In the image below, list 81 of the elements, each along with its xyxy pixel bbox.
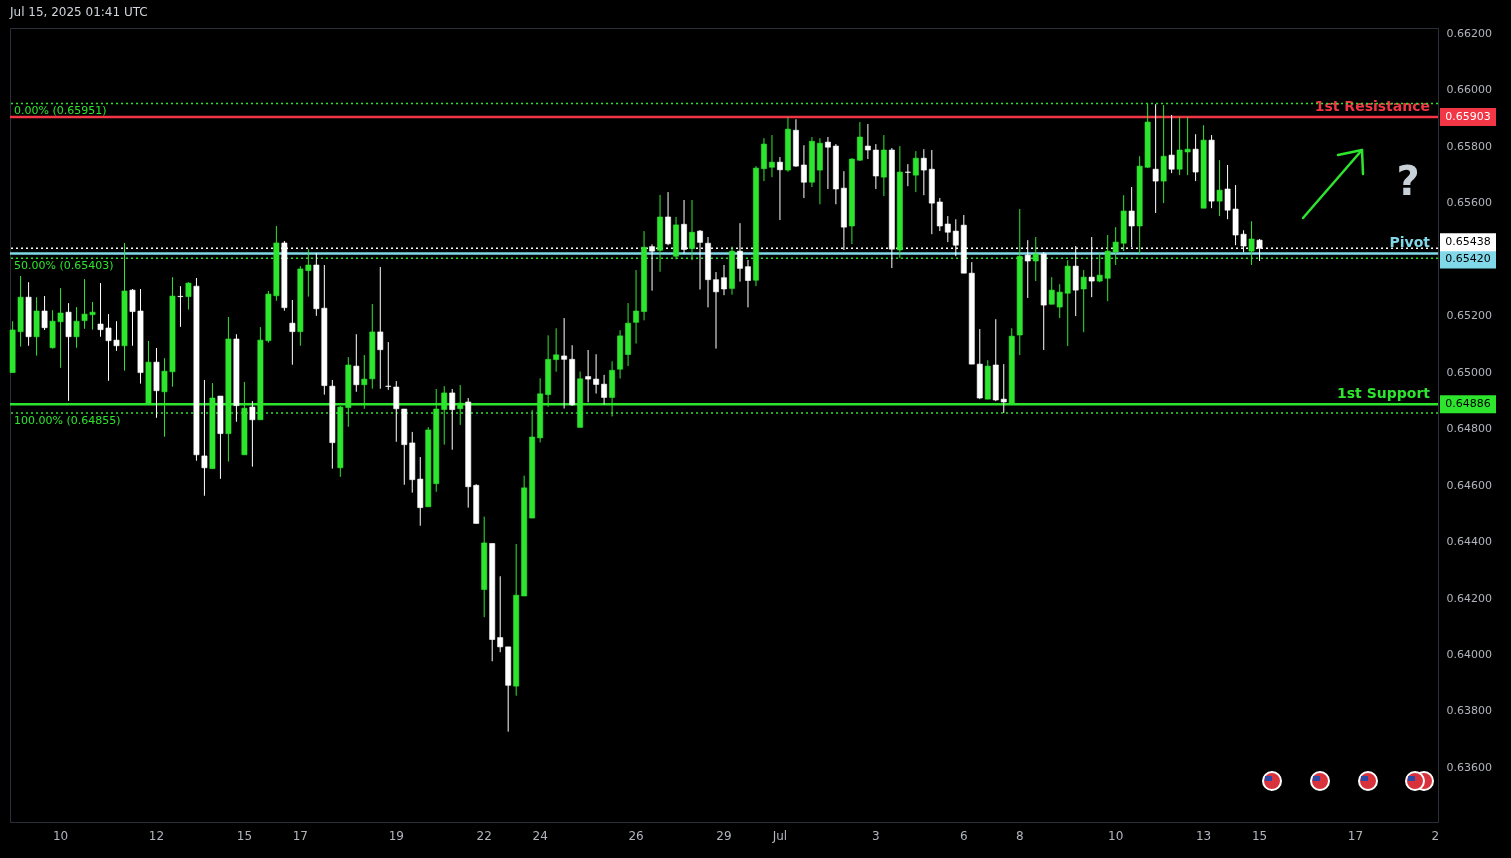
candlestick	[801, 144, 807, 199]
y-tick-label: 0.65200	[1446, 309, 1492, 323]
candlestick	[864, 123, 871, 160]
x-tick-label: 15	[236, 828, 253, 843]
candlestick	[633, 269, 639, 345]
x-tick-label: 24	[532, 828, 548, 843]
y-tick-label: 0.63800	[1446, 704, 1492, 718]
x-tick-label: 2	[1431, 828, 1440, 843]
x-tick-label: 19	[388, 828, 404, 843]
x-tick-label: 12	[148, 828, 165, 843]
y-tick-label: 0.65800	[1446, 139, 1492, 153]
candlestick	[912, 150, 919, 193]
candlestick	[497, 575, 504, 653]
y-tick-label: 0.66000	[1446, 83, 1492, 97]
x-tick-label: Jul	[771, 828, 788, 843]
candlestick	[553, 327, 560, 373]
candlestick	[1256, 238, 1263, 262]
x-tick-label: 8	[1015, 828, 1024, 843]
y-tick-label: 0.64600	[1446, 478, 1492, 492]
candlestick	[353, 333, 360, 393]
candlestick	[249, 400, 256, 468]
ref-line-label: 50.00% (0.65403)	[14, 259, 114, 273]
x-tick-label: 3	[872, 828, 880, 843]
candlestick	[41, 295, 48, 331]
candlestick	[825, 136, 831, 190]
text: 0.65420	[1445, 252, 1491, 266]
x-tick-label: 10	[1108, 828, 1124, 843]
candlestick	[856, 121, 863, 162]
candlestick	[1152, 103, 1159, 214]
ref-line-label: Pivot	[1389, 234, 1431, 251]
annotation: ?	[1396, 158, 1420, 204]
ref-line-label: 1st Resistance	[1314, 97, 1430, 114]
candlestick	[944, 215, 951, 243]
y-tick-label: 0.64400	[1446, 535, 1492, 549]
y-tick-label: 0.65000	[1446, 365, 1492, 379]
candlestick	[721, 264, 727, 296]
candlestick	[745, 259, 751, 308]
x-tick-label: 13	[1195, 828, 1212, 843]
candlestick	[1000, 363, 1007, 414]
y-tick-label: 0.64200	[1446, 591, 1492, 605]
x-tick-label: 15	[1251, 828, 1268, 843]
y-tick-label: 0.65600	[1446, 196, 1492, 210]
x-tick-label: 6	[959, 828, 968, 843]
candlestick	[1192, 133, 1199, 182]
ref-line-label: 100.00% (0.64855)	[14, 414, 121, 427]
ref-line-label: 1st Support	[1337, 385, 1431, 402]
text: 0.65438	[1445, 235, 1491, 249]
ref-line-label: 0.00% (0.65951)	[14, 104, 107, 118]
candlestick	[377, 266, 384, 390]
candlestick	[1168, 114, 1175, 174]
candlestick	[593, 353, 600, 395]
y-tick-label: 0.63600	[1446, 760, 1492, 774]
x-tick-label: 29	[716, 828, 732, 843]
candlestick	[201, 379, 208, 497]
text: 0.65903	[1445, 109, 1491, 123]
x-tick-label: 10	[52, 828, 69, 843]
y-tick-label: 0.66200	[1446, 26, 1492, 40]
text: 0.64886	[1445, 397, 1491, 411]
candlestick	[777, 156, 783, 221]
candlestick	[601, 374, 607, 406]
y-tick-label: 0.64800	[1446, 422, 1492, 436]
candlestick	[1080, 269, 1087, 333]
candlestick	[185, 281, 192, 311]
candlestick	[689, 199, 695, 261]
candlestick	[713, 271, 719, 350]
x-tick-label: 17	[292, 828, 308, 843]
candlestick	[561, 317, 568, 409]
candlestick	[449, 388, 456, 451]
y-tick-label: 0.64000	[1446, 648, 1492, 661]
candlestick	[73, 306, 80, 349]
candlestick	[904, 163, 911, 187]
candlestick	[585, 349, 592, 403]
x-tick-label: 22	[476, 828, 492, 843]
candlestick	[177, 285, 184, 328]
candlestick	[289, 299, 296, 366]
x-tick-label: 17	[1347, 828, 1364, 843]
chart-title: Jul 15, 2025 01:41 UTC	[9, 5, 148, 20]
candlestick	[769, 134, 775, 178]
candlestick	[1216, 159, 1223, 217]
x-tick-label: 26	[628, 828, 644, 843]
candlestick	[920, 148, 927, 196]
